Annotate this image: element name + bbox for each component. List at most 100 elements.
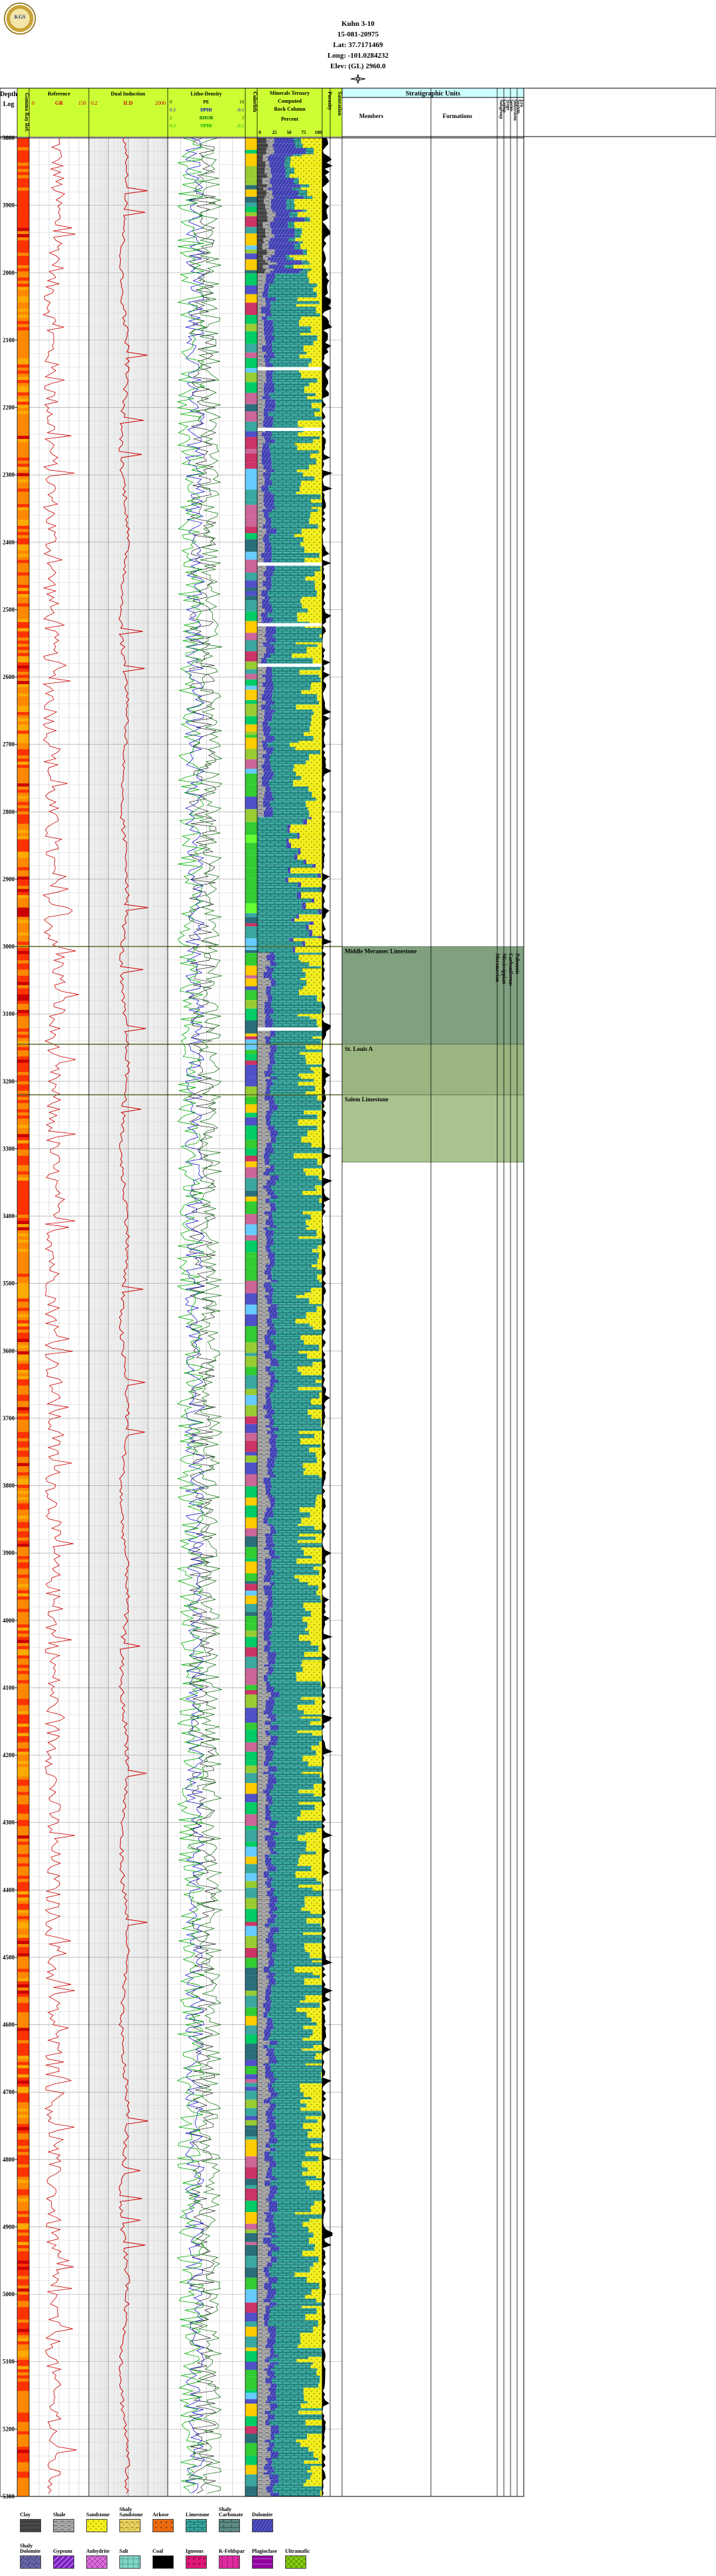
depth-tick-label: 3300 [3, 1145, 15, 1152]
mineral-fill [265, 335, 274, 341]
mineral-fill [270, 2403, 278, 2408]
mineral-fill [272, 190, 298, 196]
mineral-fill [257, 1249, 267, 1253]
mineral-fill [257, 1274, 268, 1280]
mineral-fill [257, 2190, 270, 2195]
gr-ref-segment [17, 259, 29, 263]
gr-ref-segment [17, 1304, 29, 1308]
colorlith-band [245, 2069, 257, 2075]
gr-ref-segment [17, 513, 29, 517]
mineral-fill [267, 1595, 272, 1601]
mineral-fill [268, 287, 314, 292]
gr-ref-segment [17, 175, 29, 179]
induction-title: Dual Induction [111, 91, 145, 97]
gr-ref-segment [17, 674, 29, 678]
colorlith-band [245, 851, 257, 855]
mineral-fill [274, 2176, 317, 2179]
colorlith-band [245, 2443, 257, 2456]
mineral-fill [267, 1390, 274, 1393]
mineral-fill [274, 960, 302, 963]
mineral-fill [274, 2087, 301, 2093]
mineral-fill [267, 249, 275, 255]
mineral-fill [264, 2156, 274, 2162]
mineral-fill [263, 1710, 272, 1715]
mineral-fill [299, 832, 322, 839]
colorlith-band [245, 1104, 257, 1113]
mineral-fill [306, 1045, 322, 1050]
mineral-fill [268, 292, 317, 298]
mineral-fill [257, 2442, 270, 2447]
gr-ref-segment [17, 451, 29, 455]
mineral-fill [266, 2486, 273, 2490]
gr-ref-segment [17, 1577, 29, 1581]
mineral-fill [257, 1582, 270, 1586]
mineral-fill [306, 2012, 322, 2018]
mineral-fill [257, 2097, 268, 2100]
gr-ref-segment [17, 1134, 29, 1138]
mineral-fill [257, 443, 263, 446]
legend-item: Limestone [186, 2503, 231, 2532]
mineral-fill [276, 297, 298, 302]
mineral-fill [269, 960, 274, 963]
mineral-fill [311, 1866, 322, 1872]
mineral-fill [268, 1830, 276, 1833]
colorlith-band [245, 953, 257, 966]
mineral-fill [257, 2357, 267, 2359]
mineral-fill [310, 1214, 322, 1220]
colorlith-band [245, 1662, 257, 1668]
mineral-fill [257, 1180, 267, 1186]
mineral-fill [262, 509, 272, 512]
gr-ref-segment [17, 491, 29, 495]
mineral-fill [269, 1104, 278, 1111]
mineral-fill [257, 1306, 268, 1313]
gr-ref-segment [17, 827, 29, 831]
mineral-fill [257, 1828, 265, 1831]
mineral-fill [316, 798, 322, 801]
colorlith-band [245, 1668, 257, 1680]
gr-ref-segment [17, 876, 29, 881]
gr-ref-segment [17, 1152, 29, 1156]
mineral-fill [274, 1550, 304, 1556]
mineral-fill [288, 237, 296, 242]
mineral-fill [257, 586, 267, 591]
mineral-fill [263, 2298, 271, 2303]
gr-ref-segment [17, 1662, 29, 1666]
mineral-fill [298, 1634, 322, 1641]
mineral-fill [270, 1681, 321, 1687]
mineral-fill [261, 704, 271, 710]
mineral-fill [267, 1298, 273, 1304]
gr-ref-segment [17, 1457, 29, 1461]
mineral-fill [266, 369, 274, 373]
gr-ref-segment [17, 864, 29, 868]
gr-ref-segment [17, 1308, 29, 1312]
mineral-fill [302, 1666, 322, 1672]
mineral-fill [308, 786, 322, 792]
mineral-fill [257, 2302, 270, 2306]
mineral-fill [265, 1540, 273, 1544]
mineral-fill [257, 2002, 263, 2008]
gr-ref-segment [17, 1224, 29, 1228]
mineral-fill [303, 2026, 322, 2030]
mineral-fill [257, 859, 304, 865]
colorlith-band [245, 449, 257, 454]
mineral-fill [257, 1386, 266, 1390]
mineral-fill [272, 711, 314, 715]
mineral-fill [265, 358, 270, 363]
mineral-fill [268, 1902, 276, 1908]
gr-ref-segment [17, 1056, 29, 1060]
depth-tick-label: 4600 [3, 2022, 15, 2028]
depth-axis: 3800390020002100220023002400250026002700… [3, 135, 17, 2500]
mineral-fill [274, 2470, 308, 2473]
gr-ref-segment [17, 1525, 29, 1529]
mineral-fill [267, 212, 276, 217]
mineral-fill [272, 1672, 296, 1675]
mineral-fill [316, 1452, 322, 1458]
nphi-curve [176, 137, 206, 2494]
gr-ref-segment [17, 2115, 29, 2118]
mineral-fill [272, 674, 319, 678]
colorlith-band [245, 917, 257, 924]
legend-label: Ultramafic [285, 2548, 310, 2554]
mineral-fill [257, 1607, 267, 1611]
mineral-fill [312, 2472, 322, 2475]
gr-ref-segment [17, 892, 29, 896]
